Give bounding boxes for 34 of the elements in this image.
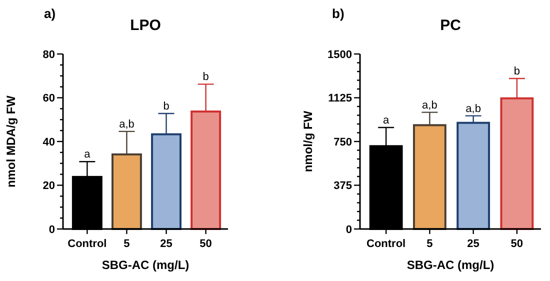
x-tick-label: Control bbox=[68, 238, 107, 250]
y-tick-label: 60 bbox=[42, 92, 55, 105]
chart-title: PC bbox=[440, 17, 462, 34]
chart-title: LPO bbox=[130, 17, 162, 34]
annotation: a,b bbox=[422, 99, 438, 112]
y-tick-label: 0 bbox=[346, 224, 352, 236]
annotation: b bbox=[514, 66, 520, 78]
x-tick-label: 5 bbox=[426, 238, 433, 250]
x-tick-label: 50 bbox=[510, 238, 524, 250]
y-tick-label: 80 bbox=[42, 48, 55, 61]
x-tick-label: 25 bbox=[467, 238, 480, 250]
y-tick-label: 40 bbox=[42, 136, 55, 148]
text: a) bbox=[44, 6, 56, 21]
x-axis-title: SBG-AC (mg/L) bbox=[102, 258, 190, 272]
y-tick-label: 375 bbox=[334, 180, 352, 192]
y-tick-label: 20 bbox=[42, 180, 55, 192]
y-axis-title: nmol/g FW bbox=[301, 110, 315, 172]
y-tick-label: 750 bbox=[334, 136, 352, 148]
x-tick-label: 25 bbox=[160, 238, 172, 250]
annotation: a,b bbox=[466, 102, 481, 115]
y-axis-title: nmol MDA/g FW bbox=[4, 94, 18, 188]
x-tick-label: 5 bbox=[124, 238, 130, 250]
x-axis-title: SBG-AC (mg/L) bbox=[406, 258, 494, 272]
text: b) bbox=[332, 6, 344, 21]
y-tick-label: 0 bbox=[48, 224, 55, 236]
x-tick-label: 50 bbox=[200, 238, 212, 250]
y-tick-label: 1500 bbox=[328, 48, 352, 61]
annotation: a,b bbox=[119, 118, 134, 130]
annotation: b bbox=[163, 100, 170, 112]
annotation: b bbox=[202, 71, 209, 84]
annotation: a bbox=[383, 114, 390, 126]
x-tick-label: Control bbox=[366, 238, 406, 250]
annotation: a bbox=[84, 148, 92, 161]
y-tick-label: 1125 bbox=[328, 92, 352, 105]
